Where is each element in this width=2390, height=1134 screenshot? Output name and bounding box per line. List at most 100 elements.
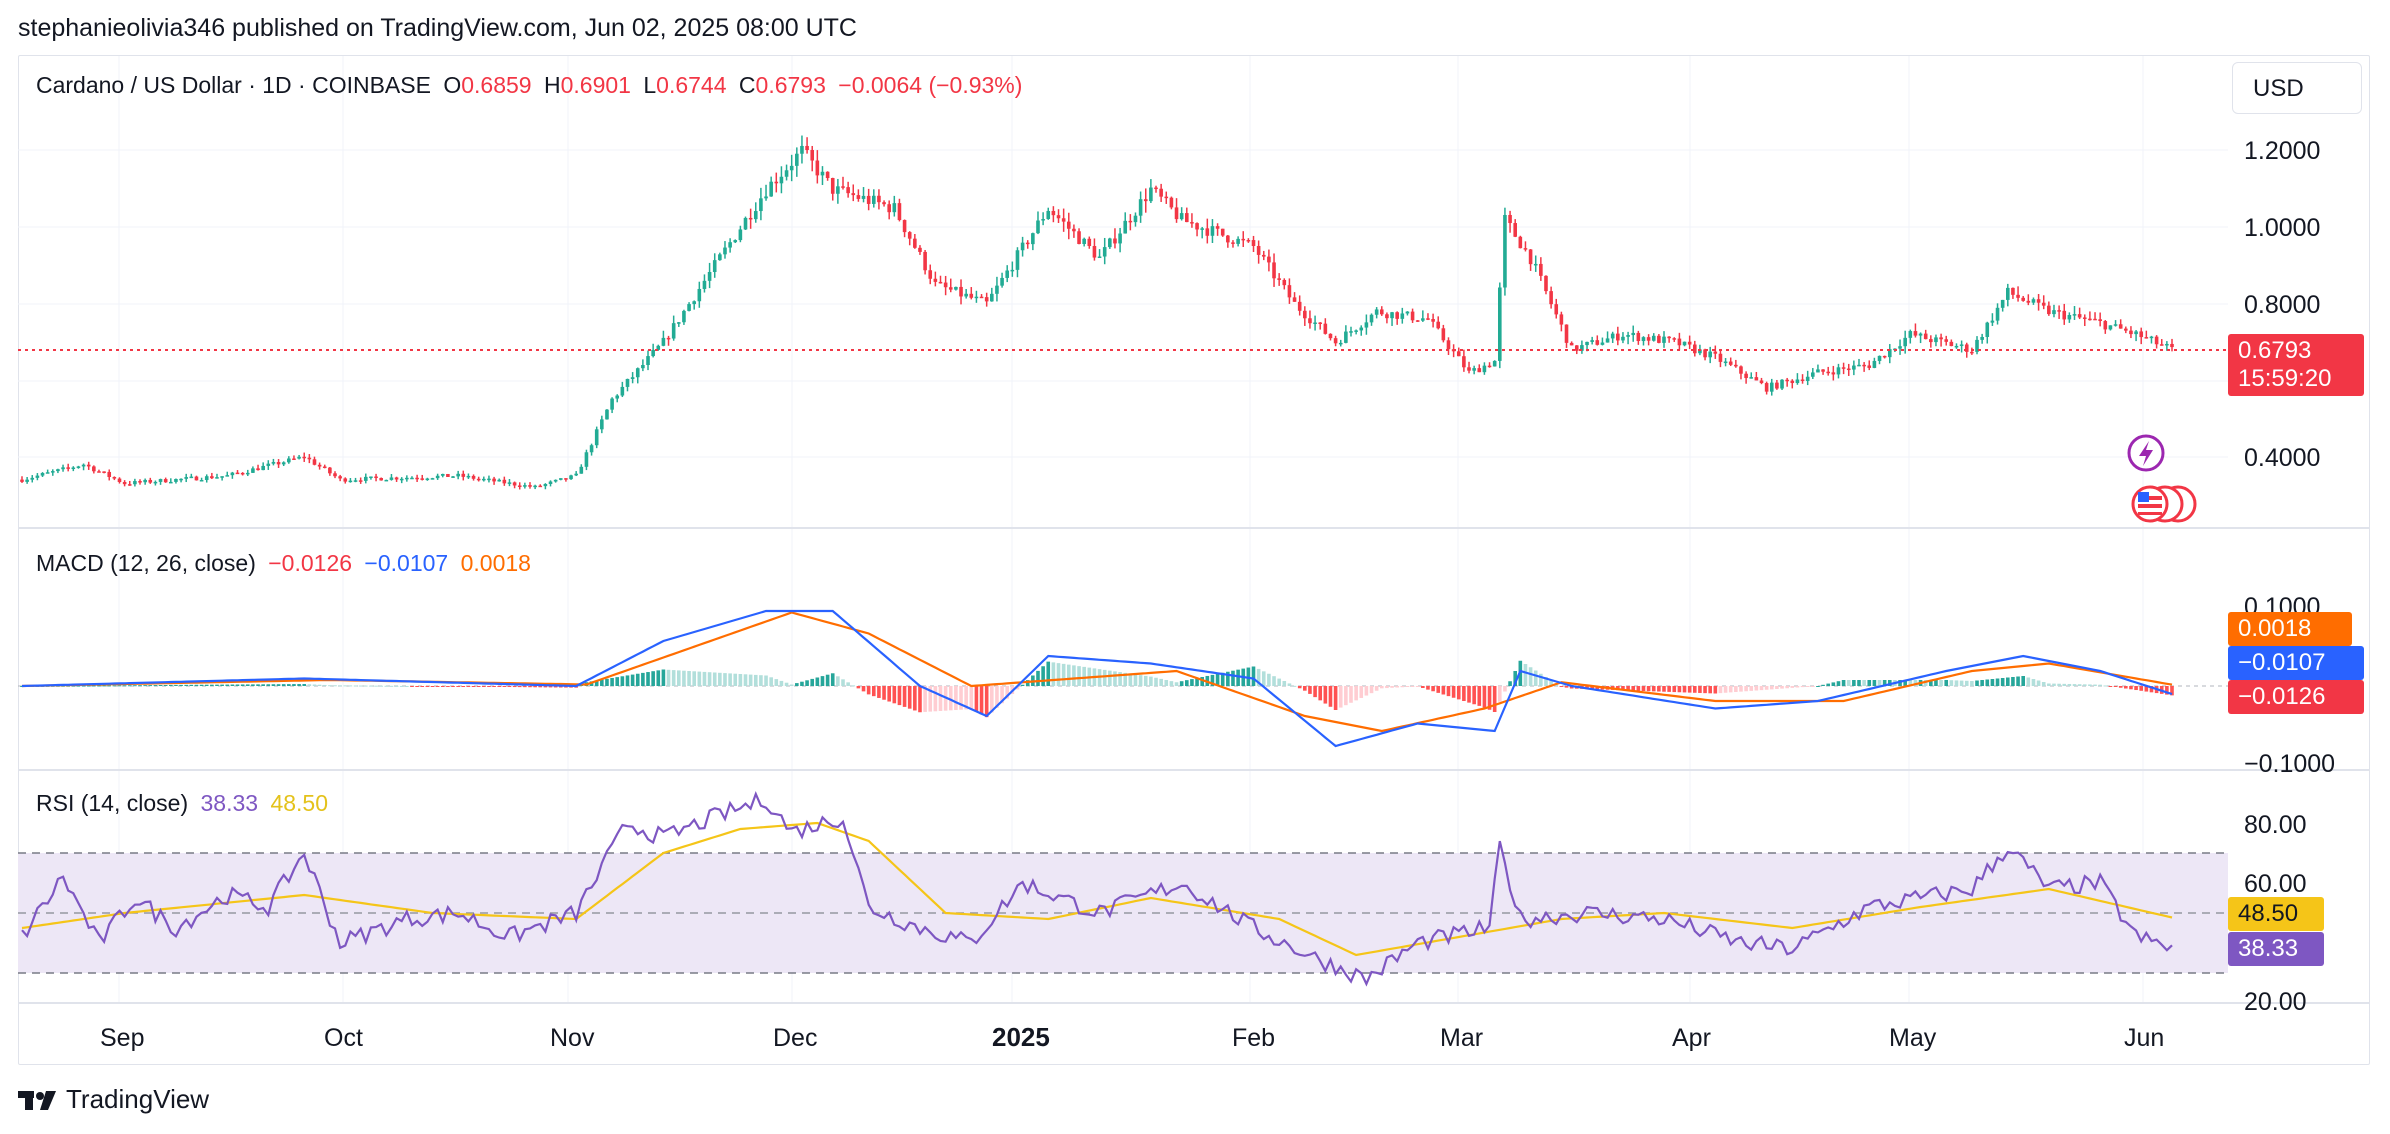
macd-signal-tag: 0.0018 [2228,612,2352,646]
candle-body [600,419,604,430]
macd-indicator-title[interactable]: MACD (12, 26, close) [36,550,256,576]
macd-histogram-bar [1549,680,1553,686]
macd-histogram-bar [651,671,655,686]
candle-body [1138,199,1143,216]
candle-body [2082,317,2087,319]
macd-histogram-bar [461,686,466,687]
candle-body [687,304,691,311]
macd-histogram-bar [1415,686,1420,687]
macd-histogram-bar [948,686,953,711]
candle-body [148,479,153,483]
candle-body [1692,344,1697,354]
macd-histogram-bar [1133,674,1138,686]
macd-histogram-bar [1631,686,1636,691]
rsi-indicator-title[interactable]: RSI (14, close) [36,790,189,816]
macd-histogram-bar [199,684,204,686]
macd-histogram-bar [938,686,943,711]
candle-body [589,445,594,453]
candle-body [451,476,455,478]
macd-histogram-bar [738,674,743,686]
candle-body [2000,299,2005,308]
candle-body [1462,356,1466,368]
candle-body [1000,277,1004,286]
candle-body [1031,233,1035,245]
candle-body [779,176,784,184]
candle-body [1970,351,1974,354]
macd-histogram-bar [1061,663,1066,686]
candle-body [127,484,132,486]
candle-body [1533,263,1538,266]
macd-histogram-bar [1692,686,1697,693]
macd-histogram-bar [1313,686,1317,698]
candle-body [1267,256,1271,263]
macd-histogram-bar [343,685,348,687]
macd-histogram-bar [2005,677,2010,686]
candle-body [2129,330,2133,335]
macd-histogram-bar [600,679,604,686]
macd-histogram-bar [959,686,963,710]
time-axis-label: Oct [324,1024,363,1052]
macd-histogram-bar [1769,686,1774,690]
macd-histogram-bar [492,686,496,687]
macd-histogram-bar [1236,669,1240,686]
candle-body [2108,325,2113,330]
candle-body [1190,222,1194,224]
candle-body [20,479,24,482]
candle-body [97,471,101,473]
macd-histogram-bar [1215,673,1220,686]
candle-body [1862,364,1866,367]
lightning-icon[interactable] [2127,434,2165,472]
candle-body [692,301,696,305]
candle-body [543,483,548,487]
rsi-axis-label: 60.00 [2244,870,2307,898]
macd-histogram-bar [1703,686,1707,694]
currency-button[interactable]: USD [2232,62,2362,114]
macd-histogram-bar [1190,679,1194,686]
candle-body [394,477,399,480]
candle-body [2149,336,2154,339]
macd-histogram-bar [1790,686,1795,688]
candle-body [1698,349,1702,354]
candle-body [1092,246,1097,258]
time-axis-label: Jun [2124,1024,2164,1052]
candle-body [2031,299,2036,303]
tradingview-logo[interactable]: TradingView [18,1084,209,1115]
macd-histogram-bar [1959,680,1964,686]
macd-histogram-bar [1487,686,1492,710]
macd-histogram-bar [266,684,271,686]
macd-histogram-bar [1939,680,1943,686]
symbol-title[interactable]: Cardano / US Dollar · 1D · COINBASE [36,72,431,98]
candle-body [836,186,840,194]
candle-body [1605,338,1610,343]
candle-body [671,323,676,339]
macd-histogram-bar [605,678,609,686]
chart-container[interactable] [18,55,2370,1065]
macd-histogram-bar [1857,680,1861,686]
candle-body [902,220,907,233]
macd-histogram-bar [2031,679,2036,686]
macd-histogram-bar [1687,686,1692,693]
rsi-value: 38.33 [200,790,259,816]
candle-body [1836,367,1841,375]
candle-body [1246,240,1251,242]
us-flag-events-icon[interactable] [2131,485,2197,523]
macd-histogram-bar [533,686,537,688]
macd-histogram-bar [1805,686,1810,687]
candle-body [281,462,286,465]
macd-histogram-bar [1113,671,1117,686]
candle-body [1508,214,1512,224]
macd-histogram-bar [979,686,984,715]
macd-histogram-bar [1338,686,1343,708]
rsi-ma-value: 48.50 [270,790,329,816]
macd-histogram-bar [158,685,163,687]
candle-body [1066,221,1071,229]
candle-body [1195,223,1199,230]
macd-histogram-bar [1056,663,1061,686]
macd-histogram-bar [1923,680,1928,686]
macd-histogram-bar [1877,680,1882,686]
macd-histogram-bar [1456,686,1461,700]
macd-histogram-bar [712,672,717,686]
macd-histogram-bar [1036,670,1040,686]
macd-histogram-bar [753,674,758,686]
